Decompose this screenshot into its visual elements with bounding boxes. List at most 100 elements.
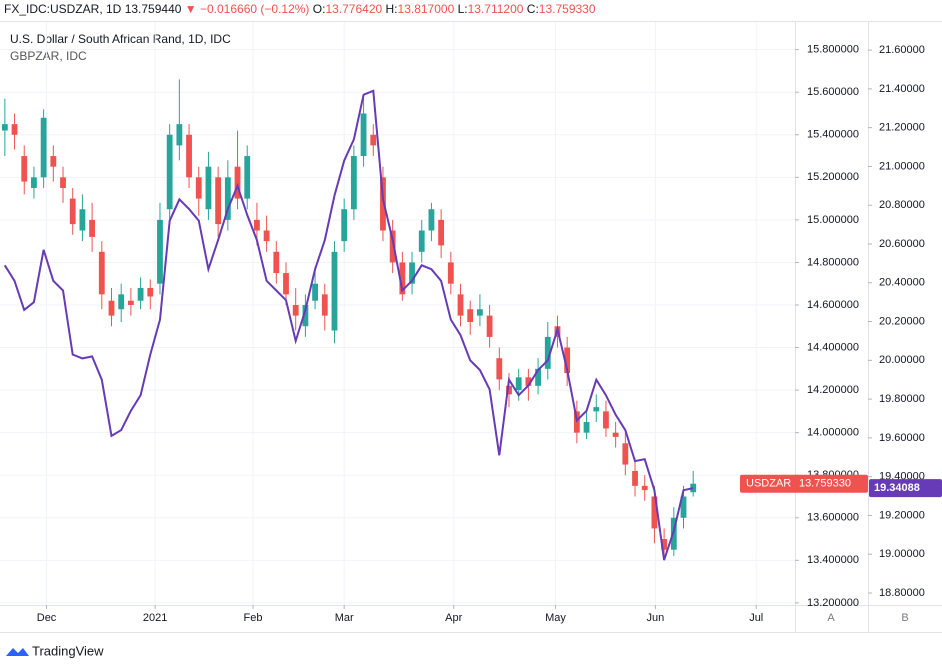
symbol: FX_IDC:USDZAR, 1D bbox=[4, 2, 122, 16]
y2-tick-label: 20.20000 bbox=[879, 315, 925, 327]
y-tick-label: 13.600000 bbox=[807, 512, 859, 524]
candle-body bbox=[79, 209, 86, 231]
candle-body bbox=[632, 470, 638, 486]
candle-body bbox=[50, 156, 57, 167]
y2-tick-label: 19.00000 bbox=[879, 548, 925, 560]
candle-body bbox=[409, 262, 415, 284]
close-value: 13.759330 bbox=[538, 2, 596, 16]
candle-body bbox=[273, 251, 280, 274]
candle-body bbox=[137, 287, 144, 301]
low-value: 13.711200 bbox=[467, 2, 524, 16]
candle-body bbox=[283, 273, 289, 295]
x-tick-label: Feb bbox=[244, 612, 263, 624]
y-tick-label: 14.600000 bbox=[807, 299, 859, 311]
candle-body bbox=[89, 219, 96, 237]
candle-body bbox=[428, 209, 435, 231]
x-tick-label: 2021 bbox=[143, 612, 167, 624]
candle-body bbox=[447, 262, 454, 284]
candle-body bbox=[544, 336, 551, 369]
candle-body bbox=[157, 219, 163, 284]
candle-body bbox=[292, 304, 299, 316]
candle-body bbox=[127, 300, 134, 305]
candle-body bbox=[1, 124, 8, 131]
candle-body bbox=[331, 251, 338, 331]
high-label: H: bbox=[385, 2, 398, 16]
candle-body bbox=[496, 358, 503, 380]
y-tick-label: 15.400000 bbox=[807, 129, 859, 141]
x-tick-label: Apr bbox=[445, 612, 462, 624]
time-axis-border bbox=[0, 605, 942, 606]
y-tick-label: 14.200000 bbox=[807, 384, 859, 396]
y2-tick-label: 20.60000 bbox=[879, 238, 925, 250]
chart-title: U.S. Dollar / South African Rand, 1D, ID… bbox=[10, 32, 231, 46]
candle-body bbox=[254, 219, 260, 231]
change: ▼ −0.016660 (−0.12%) bbox=[184, 2, 310, 16]
y2-tick-label: 21.40000 bbox=[879, 83, 925, 95]
y-tick-label: 14.400000 bbox=[807, 341, 859, 353]
candle-body bbox=[389, 230, 396, 263]
candle-body bbox=[350, 156, 357, 210]
y-tick-label: 14.000000 bbox=[807, 427, 859, 439]
candle-body bbox=[418, 230, 425, 252]
x-tick-label: May bbox=[545, 612, 566, 624]
y-tick-label: 14.800000 bbox=[807, 256, 859, 268]
line-series bbox=[3, 89, 694, 561]
y2-tick-label: 21.20000 bbox=[879, 122, 925, 134]
open-value: 13.776420 bbox=[325, 2, 383, 16]
candle-body bbox=[60, 177, 66, 188]
high-value: 13.817000 bbox=[397, 2, 455, 16]
price-tag bbox=[740, 474, 868, 493]
candle-body bbox=[31, 177, 37, 188]
candle-body bbox=[302, 304, 309, 327]
candle-body bbox=[506, 385, 512, 395]
candle-body bbox=[11, 124, 18, 135]
price-tag bbox=[869, 479, 942, 498]
candle-body bbox=[118, 294, 125, 310]
axis-b-label: B bbox=[901, 612, 908, 624]
close-label: C: bbox=[526, 2, 539, 16]
candle-body bbox=[321, 294, 328, 316]
footer-border bbox=[0, 632, 942, 633]
header-border bbox=[0, 21, 942, 22]
price-tag-value: 13.759330 bbox=[799, 478, 851, 490]
legend-entry: GBPZAR, IDC bbox=[10, 49, 87, 63]
candle-body bbox=[360, 113, 367, 157]
candle-body bbox=[583, 422, 590, 433]
brand-logo bbox=[6, 648, 29, 656]
y-tick-label: 15.800000 bbox=[807, 44, 859, 56]
candle-body bbox=[477, 309, 483, 316]
candle-body bbox=[622, 443, 629, 465]
candle-body bbox=[40, 117, 47, 178]
price-tag-name: USDZAR bbox=[746, 478, 791, 490]
candle-body bbox=[564, 347, 571, 374]
candle-body bbox=[263, 230, 270, 242]
candle-body bbox=[166, 134, 173, 210]
low-label: L: bbox=[457, 2, 468, 16]
candle-body bbox=[341, 209, 348, 242]
candle-body bbox=[438, 219, 445, 246]
price-tag-value: 19.34088 bbox=[874, 482, 920, 494]
y2-tick-label: 18.80000 bbox=[879, 587, 925, 599]
candle-body bbox=[370, 134, 377, 146]
candle-body bbox=[195, 177, 202, 199]
candle-body bbox=[661, 539, 668, 550]
candle-body bbox=[176, 124, 183, 146]
candle-body bbox=[467, 309, 474, 323]
brand: TradingView bbox=[32, 643, 104, 658]
y-tick-label: 15.200000 bbox=[807, 171, 859, 183]
candle-body bbox=[312, 283, 318, 301]
header: FX_IDC:USDZAR, 1D 13.759440 ▼ −0.016660 … bbox=[4, 2, 596, 16]
candle-body bbox=[612, 432, 619, 437]
candle-body bbox=[399, 262, 406, 295]
candle-body bbox=[244, 156, 251, 199]
last-price: 13.759440 bbox=[124, 2, 182, 16]
axis-b-border bbox=[868, 22, 869, 632]
x-tick-label: Jun bbox=[647, 612, 665, 624]
y2-tick-label: 20.40000 bbox=[879, 277, 925, 289]
candle-body bbox=[486, 315, 493, 337]
candle-body bbox=[641, 485, 648, 491]
y2-tick-label: 19.20000 bbox=[879, 509, 925, 521]
candle-body bbox=[457, 294, 464, 316]
candle-body bbox=[690, 483, 697, 493]
